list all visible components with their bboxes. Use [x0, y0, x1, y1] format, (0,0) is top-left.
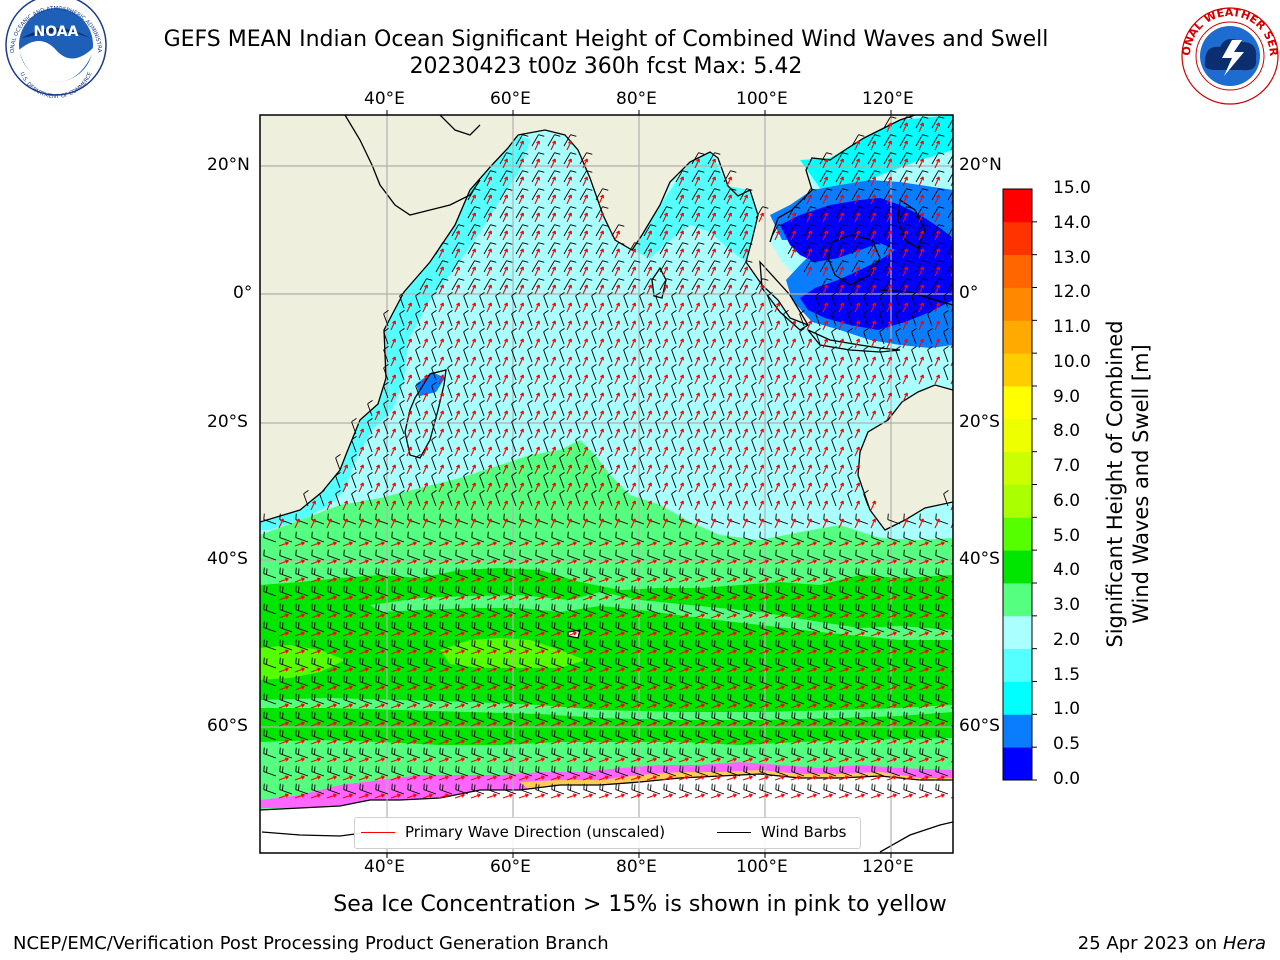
colorbar-frame — [1002, 188, 1033, 781]
colorbar-swatch — [1003, 648, 1032, 682]
wind-barb-set — [263, 116, 953, 795]
ticks — [386, 110, 892, 858]
bottom-lon-label-120e: 120°E — [862, 857, 914, 877]
right-lat-label-40s: 40°S — [959, 549, 1000, 569]
right-lat-label-0: 0° — [959, 283, 979, 303]
colorbar-swatch — [1003, 254, 1032, 288]
bottom-lon-label-80e: 80°E — [616, 857, 657, 877]
sea-ice-note: Sea Ice Concentration > 15% is shown in … — [333, 892, 947, 917]
colorbar-swatch — [1003, 583, 1032, 617]
colorbar-swatch — [1003, 517, 1032, 551]
footer-machine: Hera — [1222, 933, 1266, 954]
legend-barb-swatch — [717, 832, 751, 833]
map-legend: Primary Wave Direction (unscaled) Wind B… — [354, 817, 861, 849]
top-lon-label-40e: 40°E — [364, 89, 405, 109]
left-lat-label-40s: 40°S — [207, 549, 248, 569]
left-lat-label-20s: 20°S — [207, 412, 248, 432]
colorbar-tick-label: 0.0 — [1053, 769, 1081, 789]
colorbar-tick-label: 13.0 — [1053, 247, 1091, 268]
colorbar-tick-label: 4.0 — [1053, 560, 1081, 581]
left-lat-label-60s: 60°S — [207, 716, 248, 736]
colorbar-tick-label: 6.0 — [1053, 490, 1081, 511]
band-light-inner-a — [370, 592, 953, 640]
colorbar-title-line1: Significant Height of Combined — [1103, 320, 1127, 648]
colorbar-swatch — [1003, 189, 1032, 223]
top-lon-label-100e: 100°E — [736, 89, 788, 109]
colorbar-swatch — [1003, 386, 1032, 420]
colorbar-swatch — [1003, 484, 1032, 518]
colorbar-tick-label: 14.0 — [1053, 212, 1091, 233]
noaa-logo-text: NOAA — [34, 24, 79, 40]
colorbar — [1003, 189, 1037, 781]
bottom-lon-label-60e: 60°E — [490, 857, 531, 877]
blue-spot-madagascar — [416, 372, 445, 396]
map-title: GEFS MEAN Indian Ocean Significant Heigh… — [163, 27, 1049, 52]
legend-item-barbs: Wind Barbs — [717, 823, 846, 841]
colorbar-tick-label: 15.0 — [1053, 178, 1091, 198]
cyan-shelf-bay — [632, 152, 758, 262]
bottom-lon-label-100e: 100°E — [736, 857, 788, 877]
map-area — [260, 115, 953, 853]
colorbar-tick-label: 7.0 — [1053, 456, 1081, 477]
left-lat-label-0: 0° — [233, 283, 253, 303]
left-lat-label-20n: 20°N — [207, 155, 250, 175]
footer-date-text: 25 Apr 2023 on — [1077, 933, 1223, 954]
legend-barb-label: Wind Barbs — [761, 823, 847, 841]
top-lon-label-120e: 120°E — [862, 89, 914, 109]
colorbar-swatch — [1003, 451, 1032, 485]
colorbar-tick-label: 10.0 — [1053, 351, 1091, 372]
colorbar-swatch — [1003, 418, 1032, 453]
colorbar-swatch — [1003, 287, 1032, 321]
right-lat-label-20s: 20°S — [959, 412, 1000, 432]
bottom-lon-label-40e: 40°E — [364, 857, 405, 877]
colorbar-tick-label: 9.0 — [1053, 386, 1081, 407]
nws-ring-text: NATIONAL WEATHER SERVICE — [0, 0, 1280, 57]
top-lon-label-80e: 80°E — [616, 89, 657, 109]
svg-text:NATIONAL WEATHER SERVICE: NATIONAL WEATHER SERVICE — [0, 0, 1280, 57]
colorbar-title-line2: Wind Waves and Swell [m] — [1129, 344, 1153, 624]
footer-producer: NCEP/EMC/Verification Post Processing Pr… — [13, 933, 609, 954]
colorbar-swatch — [1003, 221, 1032, 256]
top-lon-label-60e: 60°E — [490, 89, 531, 109]
map-frame — [259, 114, 954, 854]
legend-wave-label: Primary Wave Direction (unscaled) — [405, 823, 666, 841]
footer-date: 25 Apr 2023 on Hera — [1078, 933, 1266, 954]
legend-item-wave: Primary Wave Direction (unscaled) — [361, 823, 665, 841]
map-subtitle: 20230423 t00z 360h fcst Max: 5.42 — [409, 54, 803, 79]
colorbar-swatch — [1003, 353, 1032, 387]
wind-barbs — [263, 116, 953, 795]
colorbar-tick-label: 0.5 — [1053, 734, 1081, 755]
colorbar-swatch — [1003, 747, 1032, 781]
colorbar-tick-label: 12.0 — [1053, 282, 1091, 303]
colorbar-swatch — [1003, 320, 1032, 354]
cyan-shelf-west — [260, 135, 530, 530]
colorbar-title: Significant Height of Combined Wind Wave… — [1102, 264, 1154, 704]
colorbar-tick-label: 8.0 — [1053, 421, 1081, 442]
colorbar-swatch — [1003, 714, 1032, 748]
colorbar-swatch — [1003, 615, 1032, 650]
colorbar-tick-label: 1.5 — [1053, 664, 1081, 685]
right-lat-label-60s: 60°S — [959, 716, 1000, 736]
cyan-gulf — [800, 115, 953, 190]
colorbar-tick-label: 2.0 — [1053, 629, 1081, 650]
colorbar-swatch — [1003, 550, 1032, 584]
wave-direction-arrows — [278, 122, 953, 799]
wave-arrow-set — [278, 122, 953, 799]
colorbar-tick-label: 3.0 — [1053, 595, 1081, 616]
colorbar-tick-label: 11.0 — [1053, 317, 1091, 338]
band-light-inner-b — [260, 698, 953, 720]
noaa-logo: NOAA NATIONAL OCEANIC AND ATMOSPHERIC AD… — [0, 0, 107, 100]
legend-wave-swatch — [361, 832, 395, 833]
colorbar-tick-label: 1.0 — [1053, 699, 1081, 720]
right-lat-label-20n: 20°N — [959, 155, 1002, 175]
colorbar-tick-label: 5.0 — [1053, 525, 1081, 546]
colorbar-swatch — [1003, 681, 1032, 715]
graticule — [260, 115, 953, 853]
